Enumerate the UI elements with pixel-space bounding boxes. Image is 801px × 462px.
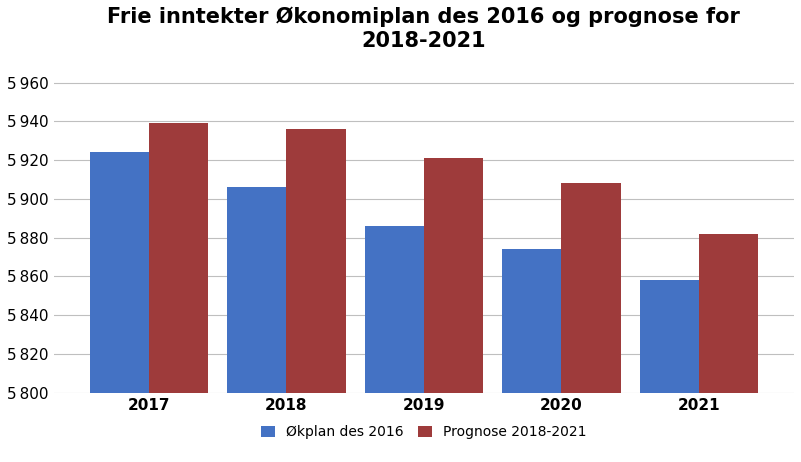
Bar (364, 226, 424, 462)
Bar (640, 280, 698, 462)
Bar (227, 187, 286, 462)
Bar (424, 158, 483, 462)
Legend: Økplan des 2016, Prognose 2018-2021: Økplan des 2016, Prognose 2018-2021 (256, 420, 592, 445)
Bar (286, 129, 345, 462)
Bar (562, 183, 621, 462)
Bar (502, 249, 562, 462)
Bar (698, 234, 758, 462)
Bar (149, 123, 208, 462)
Title: Frie inntekter Økonomiplan des 2016 og prognose for
2018-2021: Frie inntekter Økonomiplan des 2016 og p… (107, 7, 740, 51)
Bar (90, 152, 149, 462)
